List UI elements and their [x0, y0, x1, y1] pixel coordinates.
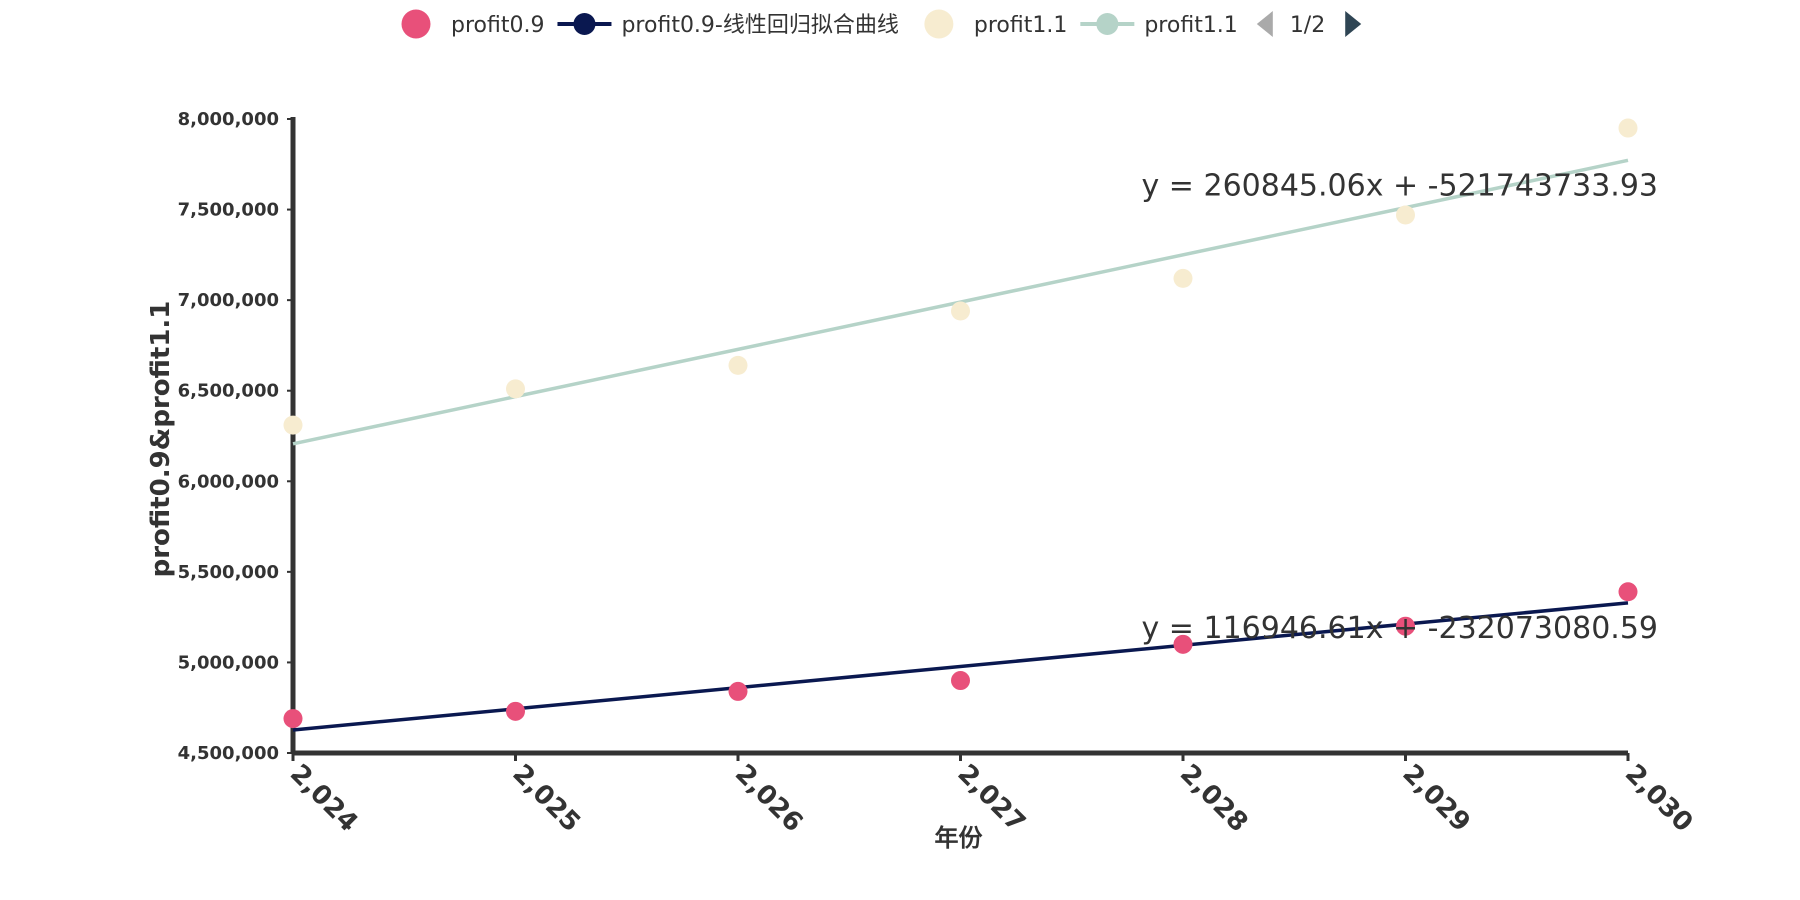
scatter-point — [506, 379, 525, 399]
legend-page-indicator: 1/2 — [1290, 13, 1325, 38]
x-tick-label: 2,028 — [1174, 759, 1253, 838]
axes: 4,500,000 5,000,000 5,500,000 6,000,000 6,50… — [146, 109, 1698, 852]
triangle-left-icon[interactable] — [1256, 11, 1273, 37]
legend-item[interactable]: profit1.1 — [1080, 13, 1238, 38]
legend-label: profit1.1 — [974, 13, 1067, 38]
plot-area — [283, 118, 1638, 732]
scatter-point — [283, 415, 303, 435]
scatter-point — [506, 701, 525, 721]
y-tick-label: 8,000,000 — [178, 109, 279, 130]
legend-item[interactable]: profit0.9-线性回归拟合曲线 — [557, 13, 899, 38]
scatter-point — [283, 709, 303, 729]
scatter-point — [1396, 205, 1415, 225]
x-tick-label: 2,029 — [1397, 759, 1476, 838]
triangle-right-icon[interactable] — [1345, 11, 1362, 37]
scatter-point — [951, 671, 970, 691]
y-tick-label: 5,500,000 — [178, 562, 279, 583]
y-tick-label: 7,000,000 — [178, 290, 279, 311]
legend-label: profit0.9 — [451, 13, 544, 38]
scatter-point — [1618, 582, 1638, 602]
x-tick-label: 2,026 — [729, 759, 808, 838]
legend-marker-icon — [401, 9, 431, 39]
scatter-point — [951, 301, 970, 321]
equation-label: y = 116946.61x + -232073080.59 — [1142, 611, 1658, 646]
y-tick-label: 4,500,000 — [178, 743, 279, 764]
legend-label: profit1.1 — [1144, 13, 1237, 38]
legend-marker-icon — [924, 9, 954, 39]
legend-item[interactable]: profit1.1 — [924, 9, 1067, 39]
legend: profit0.9 profit0.9-线性回归拟合曲线 profit1.1 prof… — [401, 9, 1362, 39]
y-tick-label: 6,000,000 — [178, 471, 279, 492]
scatter-point — [1173, 634, 1193, 654]
equation-labels: y = 116946.61x + -232073080.59 y = 260845… — [1142, 168, 1658, 646]
equation-label: y = 260845.06x + -521743733.93 — [1142, 168, 1658, 203]
scatter-point — [728, 355, 748, 375]
legend-label: profit0.9-线性回归拟合曲线 — [621, 13, 898, 38]
y-tick-label: 6,500,000 — [178, 381, 279, 402]
y-tick-label: 7,500,000 — [178, 200, 279, 221]
y-tick-label: 5,000,000 — [178, 652, 279, 673]
y-axis-title: profit0.9&profit1.1 — [146, 301, 176, 578]
scatter-point — [1396, 616, 1415, 636]
legend-marker-icon — [573, 13, 596, 35]
scatter-point — [728, 681, 748, 701]
x-tick-label: 2,025 — [507, 759, 586, 838]
x-tick-label: 2,030 — [1619, 759, 1698, 838]
x-axis-title: 年份 — [935, 824, 984, 852]
scatter-point — [1173, 268, 1193, 288]
legend-item[interactable]: profit0.9 — [401, 9, 545, 39]
x-tick-label: 2,024 — [284, 759, 363, 838]
scatter-point — [1618, 118, 1638, 138]
legend-marker-icon — [1096, 13, 1119, 35]
